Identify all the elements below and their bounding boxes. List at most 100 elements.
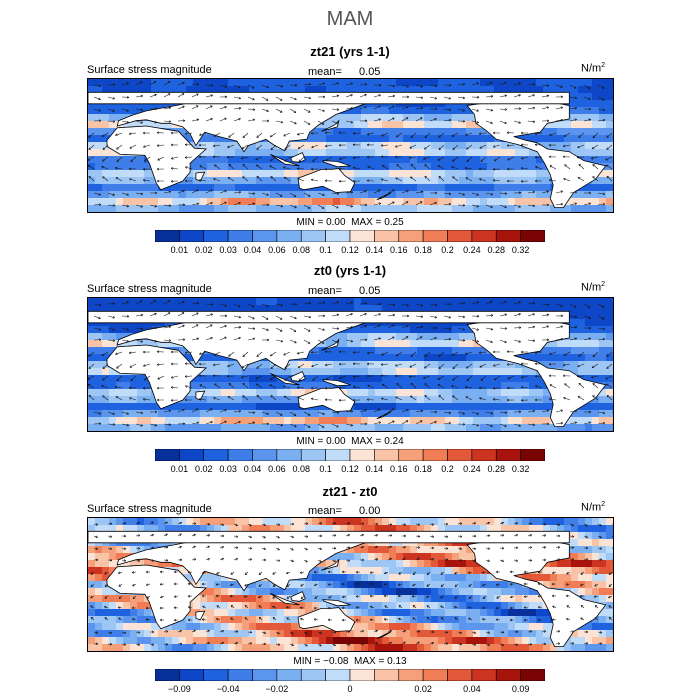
wind-vector — [541, 106, 549, 110]
wind-vector — [471, 120, 479, 124]
field-cell — [284, 609, 292, 617]
field-cell — [88, 637, 96, 645]
field-cell — [480, 198, 488, 206]
field-cell — [95, 170, 103, 178]
field-cell — [221, 574, 229, 582]
field-cell — [263, 396, 271, 404]
field-cell — [368, 567, 376, 575]
field-cell — [403, 340, 411, 348]
wind-vector — [284, 144, 291, 150]
field-cell — [466, 156, 474, 164]
wind-vector — [366, 143, 375, 147]
wind-vector — [191, 324, 199, 329]
field-cell — [396, 184, 404, 192]
field-cell — [606, 142, 613, 150]
field-cell — [347, 581, 355, 589]
field-cell — [207, 518, 215, 526]
wind-vector — [401, 84, 409, 88]
field-cell — [522, 637, 530, 645]
field-cell — [473, 518, 481, 526]
field-cell — [361, 163, 369, 171]
field-cell — [361, 347, 369, 355]
field-cell — [354, 333, 362, 341]
field-cell — [438, 163, 446, 171]
field-cell — [340, 298, 348, 306]
wind-vector — [199, 384, 207, 389]
field-cell — [375, 333, 383, 341]
wind-vector — [121, 327, 129, 331]
land-mass — [270, 373, 300, 386]
field-cell — [382, 525, 390, 533]
field-cell — [291, 198, 299, 206]
wind-vector — [563, 177, 571, 182]
field-cell — [543, 205, 551, 212]
wind-vector — [373, 202, 381, 206]
field-cell — [508, 149, 516, 157]
field-cell — [473, 644, 481, 651]
field-cell — [270, 644, 278, 651]
field-cell — [606, 375, 613, 383]
panel-2-minmax: MIN = 0.00 MAX = 0.24 — [296, 436, 404, 447]
wind-vector — [297, 396, 305, 401]
field-cell — [193, 198, 201, 206]
field-cell — [102, 135, 110, 143]
wind-vector — [177, 93, 185, 98]
land-mass — [88, 310, 570, 324]
field-cell — [207, 644, 215, 651]
wind-vector — [606, 363, 613, 369]
field-cell — [340, 149, 348, 157]
field-cell — [368, 595, 376, 603]
field-cell — [599, 128, 607, 136]
field-cell — [599, 156, 607, 164]
wind-vector — [233, 84, 241, 89]
wind-vector — [255, 156, 263, 161]
field-cell — [445, 410, 453, 418]
field-cell — [158, 518, 166, 526]
field-cell — [487, 170, 495, 178]
colorbar-swatch — [495, 230, 521, 242]
field-cell — [130, 389, 138, 397]
field-cell — [403, 623, 411, 631]
wind-vector — [605, 156, 613, 161]
wind-vector — [213, 178, 221, 182]
field-cell — [102, 410, 110, 418]
field-cell — [361, 86, 369, 94]
field-cell — [186, 86, 194, 94]
field-cell — [585, 121, 593, 129]
field-cell — [459, 637, 467, 645]
field-cell — [256, 375, 264, 383]
wind-vector — [149, 93, 157, 98]
field-cell — [382, 637, 390, 645]
field-cell — [242, 644, 250, 651]
field-cell — [494, 156, 502, 164]
field-cell — [382, 340, 390, 348]
field-cell — [207, 410, 215, 418]
wind-vector — [115, 177, 123, 182]
field-cell — [347, 326, 355, 334]
field-cell — [109, 128, 117, 136]
field-cell — [221, 623, 229, 631]
field-cell — [137, 560, 145, 568]
field-cell — [144, 609, 152, 617]
field-cell — [347, 128, 355, 136]
field-cell — [298, 382, 306, 390]
field-cell — [270, 191, 278, 199]
field-cell — [340, 553, 348, 561]
field-cell — [214, 630, 222, 638]
field-cell — [529, 191, 537, 199]
colorbar-swatch — [203, 230, 229, 242]
field-cell — [137, 637, 145, 645]
field-cell — [354, 588, 362, 596]
field-cell — [599, 205, 607, 212]
field-cell — [88, 128, 96, 136]
field-cell — [557, 340, 565, 348]
wind-vector — [149, 423, 158, 427]
wind-vector — [578, 132, 585, 138]
field-cell — [88, 417, 96, 425]
field-cell — [508, 595, 516, 603]
field-cell — [326, 340, 334, 348]
field-cell — [571, 333, 579, 341]
field-cell — [571, 114, 579, 122]
wind-vector — [387, 336, 395, 341]
wind-vector — [184, 351, 193, 354]
